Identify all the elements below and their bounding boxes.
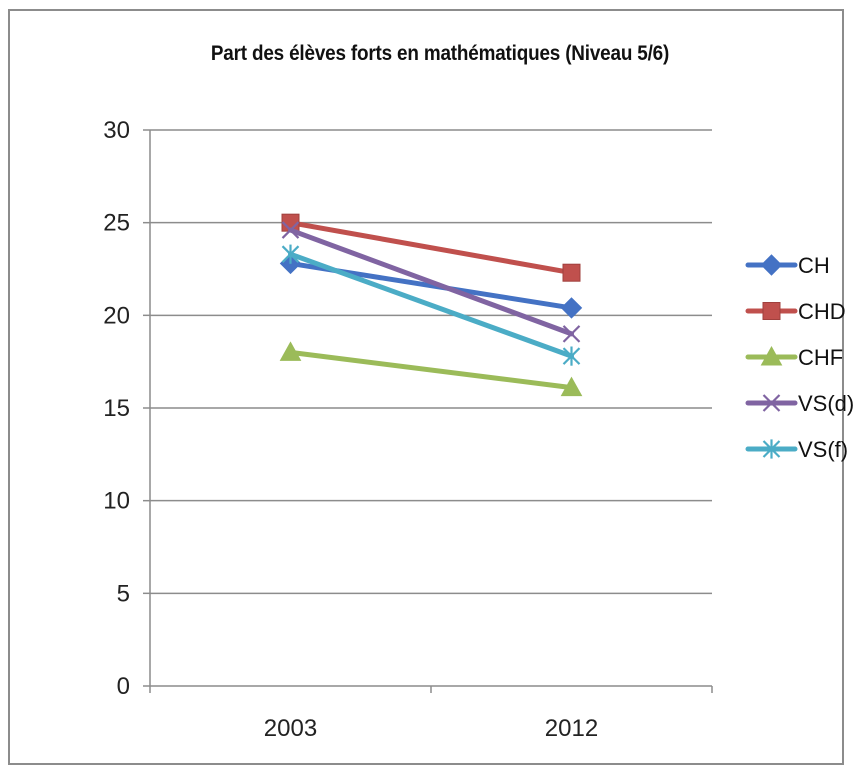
data-point-2-0 [279, 341, 302, 361]
y-tick-label: 25 [103, 210, 130, 237]
y-tick-label: 30 [103, 117, 130, 144]
series-line-2 [288, 349, 574, 391]
legend-marker-4 [762, 439, 781, 459]
data-point-2-1 [560, 376, 583, 397]
legend-label-1: CHD [798, 299, 846, 324]
y-tick-label: 15 [103, 395, 130, 422]
x-tick-label: 2012 [545, 715, 598, 742]
data-point-3-1 [562, 325, 581, 343]
legend-label-0: CH [798, 253, 830, 278]
legend-label-3: VS(d) [798, 391, 854, 416]
legend-label-2: CHF [798, 345, 843, 370]
legend-marker-3 [762, 394, 781, 412]
data-point-0-1 [560, 297, 583, 319]
data-point-4-1 [562, 346, 581, 366]
chart-title: Part des élèves forts en mathématiques (… [210, 42, 670, 65]
series-line-3 [288, 227, 574, 337]
legend-label-4: VS(f) [798, 437, 848, 462]
data-point-1-1 [562, 263, 581, 282]
y-tick-label: 5 [117, 580, 130, 607]
series-line-1 [288, 220, 574, 276]
x-tick-label: 2003 [264, 715, 317, 742]
y-tick-label: 10 [103, 488, 130, 515]
legend-marker-0 [760, 254, 783, 276]
legend-marker-2 [760, 345, 783, 366]
y-tick-label: 20 [103, 302, 130, 329]
chart-frame [8, 9, 844, 765]
data-point-3-0 [281, 221, 300, 239]
legend-marker-1 [762, 302, 781, 320]
series-line-4 [288, 251, 574, 359]
data-point-4-0 [281, 244, 300, 264]
y-tick-label: 0 [117, 673, 130, 700]
